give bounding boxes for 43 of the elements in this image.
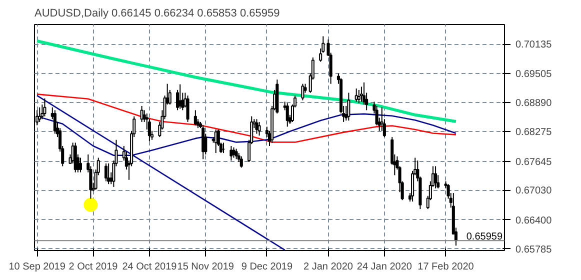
candlestick bbox=[38, 106, 42, 122]
candlestick bbox=[140, 105, 144, 122]
x-tick-label: 24 Oct 2019 bbox=[122, 262, 178, 272]
candlestick bbox=[43, 98, 46, 117]
line-series bbox=[36, 94, 457, 143]
y-tick-label: 0.68275 bbox=[516, 127, 552, 138]
candlestick bbox=[357, 89, 360, 104]
x-tick-label: 2 Jan 2020 bbox=[304, 262, 354, 272]
candlestick bbox=[104, 162, 108, 182]
candlestick bbox=[258, 121, 261, 136]
x-tick-label: 17 Feb 2020 bbox=[418, 262, 474, 272]
y-tick-label: 0.66400 bbox=[516, 215, 552, 226]
candlestick bbox=[230, 145, 233, 162]
candlestick bbox=[78, 157, 82, 173]
y-tick-label: 0.68890 bbox=[516, 98, 552, 110]
candlestick bbox=[255, 118, 258, 134]
candlestick bbox=[74, 142, 77, 173]
y-tick-label: 0.65785 bbox=[516, 244, 552, 256]
x-tick-label: 24 Jan 2020 bbox=[356, 262, 412, 272]
candlestick bbox=[434, 166, 438, 189]
x-tick-label: 2 Oct 2019 bbox=[68, 262, 118, 272]
candlestick bbox=[240, 156, 243, 168]
candlestick bbox=[234, 148, 238, 160]
line-series bbox=[36, 39, 458, 123]
y-tick-label: 0.67030 bbox=[516, 186, 552, 197]
x-tick-label: 9 Dec 2019 bbox=[241, 262, 293, 272]
candlestick bbox=[286, 102, 289, 128]
y-tick-label: 0.67645 bbox=[516, 156, 552, 168]
candlestick bbox=[53, 110, 56, 134]
candlestick bbox=[232, 146, 236, 158]
candlestick bbox=[194, 110, 197, 126]
chart-title: AUDUSD,Daily 0.66145 0.66234 0.65853 0.65959 bbox=[34, 8, 280, 20]
y-tick-label: 0.69505 bbox=[516, 69, 552, 80]
candlestick bbox=[360, 86, 363, 102]
candlestick bbox=[354, 88, 358, 102]
y-tick-label: 0.70135 bbox=[516, 40, 552, 51]
candlestick bbox=[301, 83, 304, 101]
candlestick bbox=[186, 95, 190, 122]
candlestick bbox=[347, 92, 350, 122]
x-tick-label: 15 Nov 2019 bbox=[177, 262, 234, 272]
candlestick bbox=[107, 162, 110, 185]
ref-line-label: 0.65959 bbox=[466, 232, 503, 243]
x-tick-label: 10 Sep 2019 bbox=[8, 262, 66, 272]
